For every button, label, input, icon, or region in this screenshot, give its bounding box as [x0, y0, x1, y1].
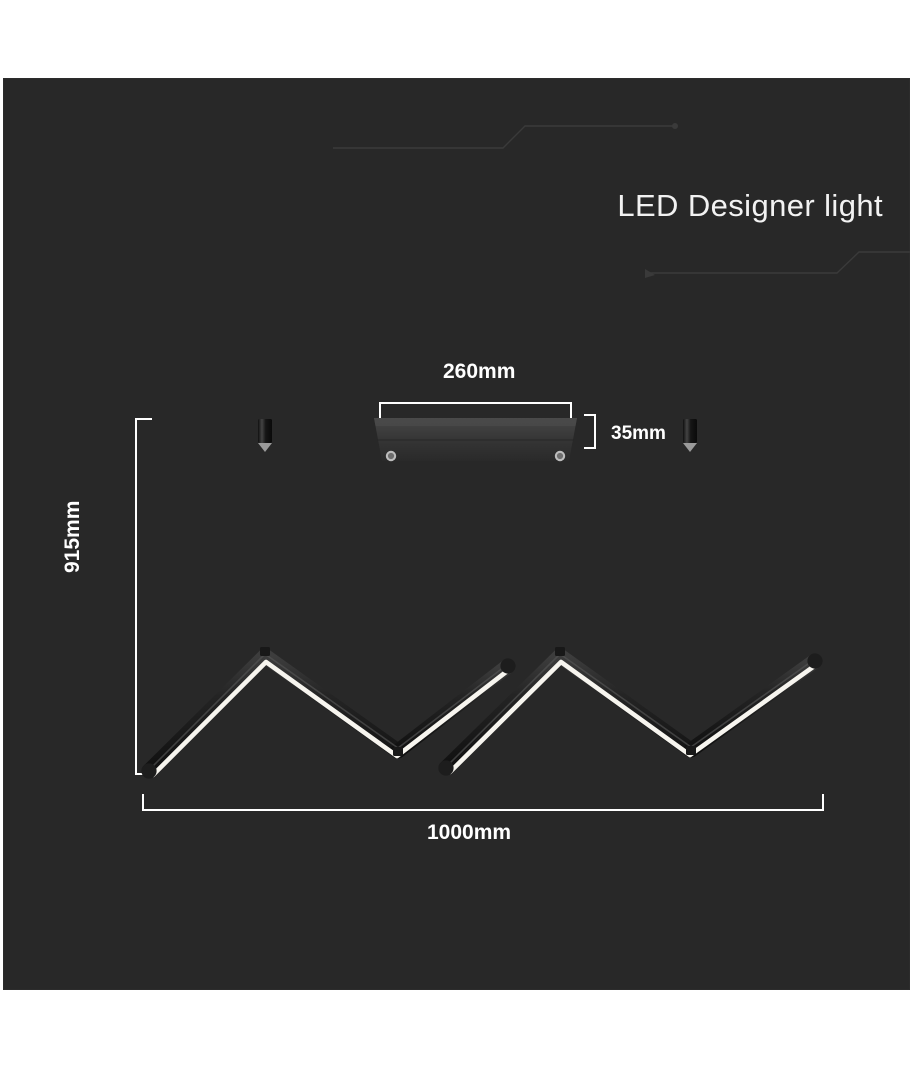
- dimension-label-total-width: 1000mm: [427, 821, 512, 844]
- arm-right-endcap-start: [438, 760, 454, 776]
- dimension-label-plate-height: 35mm: [611, 423, 666, 444]
- zigzag-led-arm-right: [438, 647, 823, 776]
- product-image-panel: LED Designer light: [3, 78, 910, 990]
- dimension-lines: [135, 402, 824, 811]
- zigzag-led-arm-left: [141, 647, 516, 779]
- arm-right-wire-collar-valley: [686, 746, 696, 755]
- suspension-wire-left-outer: [258, 419, 272, 658]
- ceiling-mounting-plate: [374, 418, 577, 462]
- plate-cable-grip-left: [385, 450, 397, 462]
- dimension-bracket-260: [379, 402, 572, 419]
- arm-left-endcap-end: [500, 658, 516, 674]
- dimension-label-plate-width: 260mm: [443, 360, 516, 383]
- dimension-bracket-1000: [142, 794, 824, 811]
- dimension-bracket-35: [584, 414, 596, 449]
- product-technical-drawing: [135, 402, 824, 811]
- page-title: LED Designer light: [617, 188, 883, 223]
- arm-left-endcap-start: [141, 763, 157, 779]
- dimension-label-total-drop: 915mm: [61, 500, 84, 573]
- plate-cable-grip-right: [554, 450, 566, 462]
- arm-right-wire-collar-peak: [555, 647, 565, 656]
- suspension-wires: [258, 419, 697, 744]
- suspension-wire-right-outer: [683, 419, 697, 744]
- arm-right-endcap-end: [807, 653, 823, 669]
- arm-left-wire-collar-valley: [393, 747, 403, 756]
- dimension-bracket-915: [135, 418, 152, 775]
- arm-left-wire-collar-peak: [260, 647, 270, 656]
